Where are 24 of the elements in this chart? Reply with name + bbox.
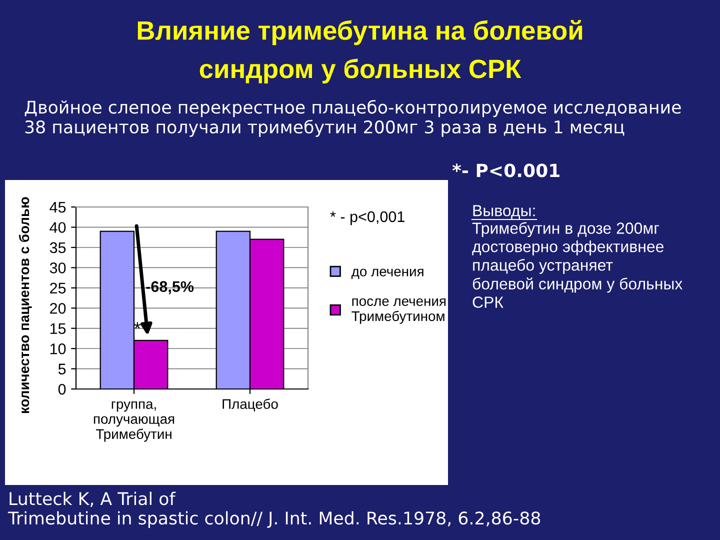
y-tick-label: 10 — [50, 343, 66, 354]
y-tick-label: 20 — [50, 302, 66, 314]
x-tick-label: группа, получающая Тримебутин — [94, 401, 174, 442]
y-tick-label: 5 — [58, 364, 66, 374]
y-tick-label: 35 — [50, 242, 66, 254]
y-tick-label: 40 — [50, 222, 66, 233]
y-tick-label: 15 — [50, 323, 66, 334]
y-tick-label: 45 — [50, 202, 66, 213]
text: * - p<0,001 — [330, 211, 404, 226]
text: Тримебутин в дозе 200мг достоверно эффективнее плацебо устраняет болевой синдром у больных СРК — [472, 222, 683, 308]
y-tick-label: 30 — [50, 262, 66, 274]
annotation: -68,5% — [146, 281, 194, 294]
y-tick-label: 0 — [58, 384, 66, 395]
chart-title: Влияние тримебутина на болевой синдром у больных СРК — [138, 20, 582, 84]
y-axis-title: количество пациентов с болью — [18, 197, 32, 414]
text: *- P<0.001 — [452, 164, 560, 178]
text: Двойное слепое перекрестное плацебо-контролируемое исследование 38 пациентов получали тримебутин 200мг 3 раза в день 1 месяц — [24, 100, 681, 137]
text: Выводы: — [473, 205, 535, 220]
annotation: * — [134, 322, 141, 329]
text: Lutteck K, A Trial of Trimebutine in spastic colon// J. Int. Med. Res.1978, 6.2,86-88 — [8, 492, 540, 528]
legend-label: до лечения — [351, 268, 424, 279]
x-tick-label: Плацебо — [222, 398, 278, 412]
legend-label: после лечения Тримебутином — [352, 298, 446, 324]
y-tick-label: 25 — [50, 282, 66, 294]
